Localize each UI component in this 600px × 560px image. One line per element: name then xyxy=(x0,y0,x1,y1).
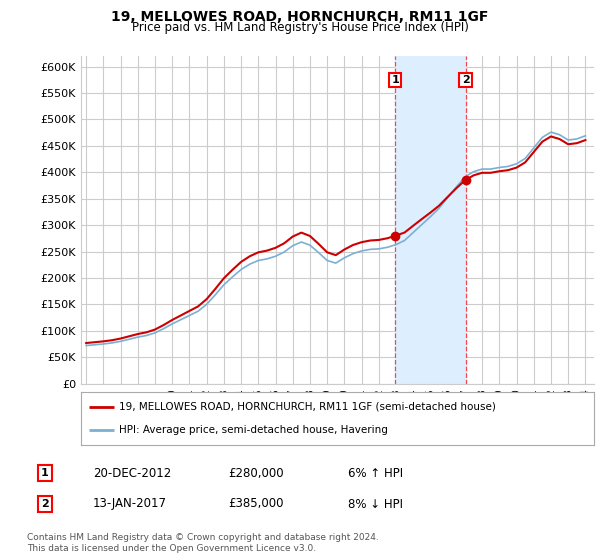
Text: 19, MELLOWES ROAD, HORNCHURCH, RM11 1GF: 19, MELLOWES ROAD, HORNCHURCH, RM11 1GF xyxy=(112,10,488,24)
Text: HPI: Average price, semi-detached house, Havering: HPI: Average price, semi-detached house,… xyxy=(119,425,388,435)
Text: 1: 1 xyxy=(391,75,399,85)
Text: 19, MELLOWES ROAD, HORNCHURCH, RM11 1GF (semi-detached house): 19, MELLOWES ROAD, HORNCHURCH, RM11 1GF … xyxy=(119,402,496,412)
Text: 1: 1 xyxy=(41,468,49,478)
Text: £385,000: £385,000 xyxy=(228,497,284,511)
Bar xyxy=(395,56,466,384)
Text: Contains HM Land Registry data © Crown copyright and database right 2024.
This d: Contains HM Land Registry data © Crown c… xyxy=(27,533,379,553)
Text: £280,000: £280,000 xyxy=(228,466,284,480)
Text: 2: 2 xyxy=(462,75,469,85)
Text: 2: 2 xyxy=(41,499,49,509)
Text: 20-DEC-2012: 20-DEC-2012 xyxy=(93,466,171,480)
Text: 8% ↓ HPI: 8% ↓ HPI xyxy=(348,497,403,511)
Text: 13-JAN-2017: 13-JAN-2017 xyxy=(93,497,167,511)
Text: 6% ↑ HPI: 6% ↑ HPI xyxy=(348,466,403,480)
Text: Price paid vs. HM Land Registry's House Price Index (HPI): Price paid vs. HM Land Registry's House … xyxy=(131,21,469,34)
